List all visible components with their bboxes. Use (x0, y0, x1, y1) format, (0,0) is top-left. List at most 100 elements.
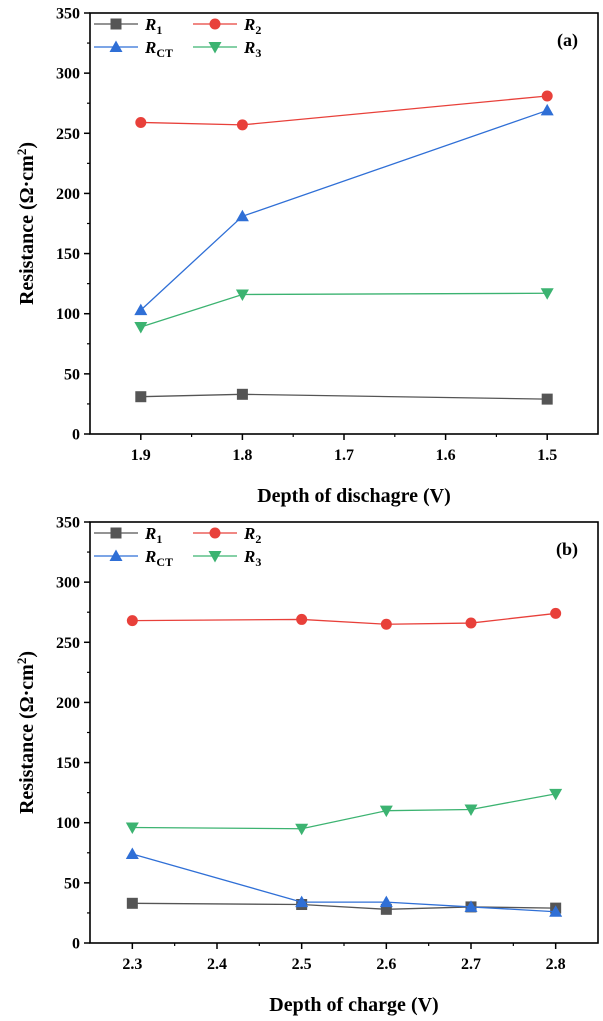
legend-label-sub: 3 (255, 555, 261, 569)
legend-label-main: R (144, 524, 156, 543)
data-point-R2 (541, 90, 553, 102)
y-tick-label: 100 (56, 815, 80, 832)
y-tick-label: 250 (56, 126, 80, 143)
y-tick-label: 250 (56, 635, 80, 652)
data-point-R3 (295, 823, 309, 836)
legend-label: RCT (144, 38, 173, 60)
data-point-RCT (464, 900, 478, 912)
data-point-RCT (540, 103, 554, 116)
series-line-R3 (140, 292, 548, 328)
series-line-RCT (140, 109, 548, 311)
y-axis-title: Resistance (Ω·cm2) (14, 651, 38, 814)
chart-panel-a: 0 50 100 150 200 250 300 350 1.9 1.8 1.7 1.6 1.5 Dept… (14, 6, 599, 507)
legend-marker (208, 551, 222, 563)
legend-item-R2: R2 (193, 15, 261, 37)
legend-item-RCT: RCT (94, 38, 173, 60)
series-RCT (134, 103, 554, 316)
data-point-R1 (126, 897, 138, 909)
y-tick-label: 300 (56, 66, 80, 83)
data-point-R3 (549, 788, 563, 801)
series-line-R2 (132, 612, 556, 625)
data-point-R3 (379, 805, 393, 818)
y-tick-label: 150 (56, 246, 80, 263)
legend-label: R2 (243, 524, 261, 546)
data-point-R2 (236, 119, 248, 131)
panel-label: (a) (557, 30, 578, 51)
y-axis-title: Resistance (Ω·cm2) (14, 142, 38, 305)
legend-item-R1: R1 (94, 524, 162, 546)
legend-label-main: R (144, 15, 156, 34)
x-tick-label: 2.8 (546, 956, 566, 973)
legend-marker (209, 527, 221, 539)
legend-marker (110, 527, 122, 539)
panel-label: (b) (556, 539, 578, 560)
x-tick-label: 1.8 (232, 447, 252, 464)
data-point-R2 (550, 607, 562, 619)
legend-label-sub: CT (156, 46, 173, 60)
x-tick-label: 1.9 (131, 447, 151, 464)
legend-label-sub: 3 (255, 46, 261, 60)
legend-label: R2 (243, 15, 261, 37)
data-point-RCT (125, 847, 139, 859)
data-point-RCT (295, 895, 309, 908)
y-axis-title-close: ) (16, 651, 38, 658)
legend-label-main: R (144, 547, 156, 566)
data-point-R2 (296, 613, 308, 625)
data-point-R1 (236, 388, 248, 400)
series-R3 (134, 288, 554, 334)
legend-marker (110, 18, 122, 30)
legend-item-R2: R2 (193, 524, 261, 546)
data-point-R3 (134, 321, 148, 334)
legend-label: R1 (144, 15, 162, 37)
series-line-R3 (132, 793, 556, 830)
legend-label: R1 (144, 524, 162, 546)
x-tick-label: 2.5 (292, 956, 312, 973)
legend-marker (109, 40, 123, 52)
data-point-RCT (235, 209, 249, 222)
x-tick-label: 2.6 (376, 956, 396, 973)
x-tick-label: 2.7 (461, 956, 481, 973)
x-axis-title: Depth of charge (V) (269, 994, 438, 1016)
legend-label-main: R (243, 38, 255, 57)
y-axis-title-sup: 2 (14, 149, 29, 156)
series-line-R1 (140, 393, 548, 400)
y-tick-label: 50 (64, 366, 80, 383)
data-point-R2 (126, 615, 138, 627)
y-axis-title-text: Resistance (Ω·cm (16, 155, 38, 305)
legend-marker (209, 18, 221, 30)
y-tick-label: 150 (56, 755, 80, 772)
data-point-R3 (540, 288, 554, 300)
data-point-R3 (464, 804, 478, 816)
plot-frame (89, 12, 599, 435)
x-tick-label: 1.7 (334, 447, 354, 464)
legend-label: R3 (243, 38, 261, 60)
series-R1 (126, 897, 562, 915)
data-point-R2 (135, 116, 147, 128)
data-point-R1 (135, 391, 147, 403)
x-tick-label: 2.3 (122, 956, 142, 973)
y-tick-label: 0 (72, 427, 80, 444)
legend-label-sub: CT (156, 555, 173, 569)
legend-label-sub: 2 (255, 532, 261, 546)
x-tick-label: 2.4 (207, 956, 227, 973)
series-RCT (125, 847, 563, 917)
data-point-R1 (380, 903, 392, 915)
y-axis-title-sup: 2 (14, 658, 29, 665)
y-tick-label: 100 (56, 306, 80, 323)
series-line-RCT (132, 853, 556, 913)
plot-frame (89, 521, 599, 944)
data-point-R2 (380, 618, 392, 630)
series-R1 (135, 388, 553, 405)
y-tick-label: 350 (56, 515, 80, 532)
series-R3 (125, 788, 563, 836)
x-tick-label: 1.6 (436, 447, 456, 464)
legend-label-main: R (144, 38, 156, 57)
y-tick-label: 0 (72, 936, 80, 953)
legend-marker (208, 42, 222, 54)
legend-item-R3: R3 (193, 547, 261, 569)
data-point-R2 (465, 617, 477, 629)
y-tick-label: 300 (56, 575, 80, 592)
